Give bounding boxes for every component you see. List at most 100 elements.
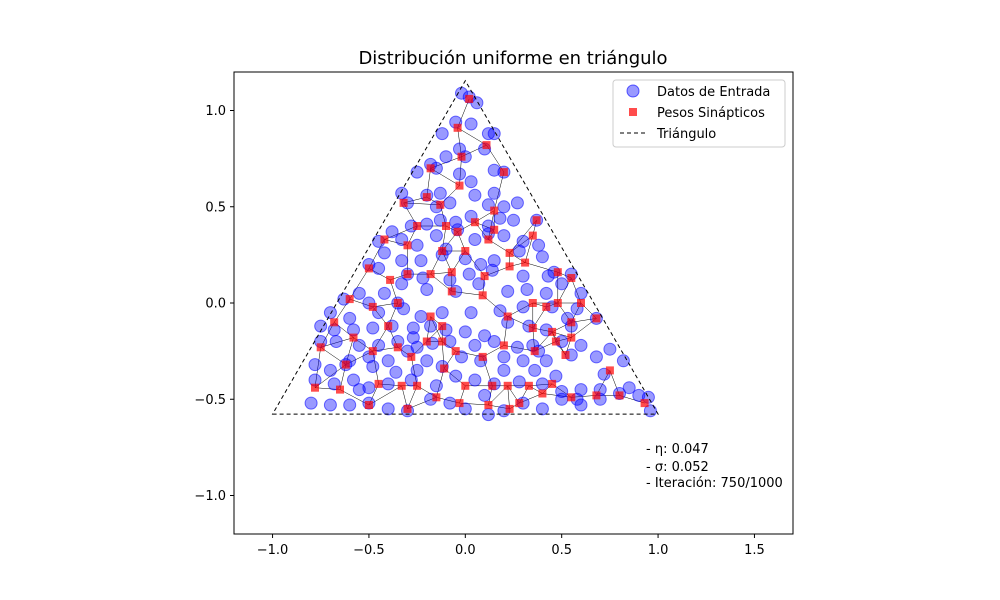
y-tick-label: 0.0 bbox=[205, 297, 226, 312]
data-point bbox=[501, 284, 515, 298]
data-point bbox=[535, 402, 549, 416]
data-point bbox=[352, 286, 366, 300]
parameter-annotations: - η: 0.047 - σ: 0.052 - Iteración: 750/1… bbox=[646, 442, 783, 491]
weight-point bbox=[426, 270, 435, 279]
weight-point bbox=[528, 299, 537, 307]
weight-point bbox=[364, 264, 373, 273]
weight-point bbox=[524, 381, 533, 390]
data-point bbox=[468, 338, 482, 352]
data-point bbox=[435, 127, 449, 141]
weight-point bbox=[436, 200, 445, 209]
mesh-edge bbox=[426, 316, 431, 342]
data-point bbox=[372, 261, 386, 275]
x-tick-label: 0.5 bbox=[551, 543, 572, 558]
annotation-eta: - η: 0.047 bbox=[646, 442, 709, 457]
weight-point bbox=[364, 401, 373, 409]
weight-point bbox=[592, 391, 601, 400]
data-point bbox=[539, 286, 553, 300]
data-point bbox=[347, 373, 360, 387]
data-point bbox=[472, 277, 486, 291]
chart-title: Distribución uniforme en triángulo bbox=[358, 48, 667, 69]
mesh-edge bbox=[320, 322, 335, 348]
weight-point bbox=[499, 341, 508, 350]
data-point bbox=[516, 354, 530, 368]
legend: Datos de Entrada Pesos Sinápticos Triáng… bbox=[612, 79, 786, 148]
weight-point bbox=[399, 198, 408, 207]
data-point bbox=[366, 321, 380, 335]
data-point bbox=[343, 311, 357, 325]
weight-point bbox=[592, 314, 601, 323]
legend-label-triangle: Triángulo bbox=[656, 127, 716, 142]
data-point bbox=[528, 363, 542, 377]
data-point bbox=[406, 321, 420, 335]
mesh-edge bbox=[457, 98, 470, 128]
mesh-edge bbox=[345, 350, 373, 365]
data-point bbox=[323, 398, 337, 412]
data-point bbox=[329, 335, 343, 348]
data-point bbox=[535, 250, 549, 264]
data-point bbox=[589, 350, 603, 364]
weight-point bbox=[551, 337, 560, 346]
weight-point bbox=[374, 379, 383, 388]
data-point bbox=[478, 329, 492, 343]
weight-point bbox=[386, 275, 395, 284]
legend-label-synaptic-weights: Pesos Sinápticos bbox=[657, 106, 765, 121]
data-point bbox=[395, 254, 409, 268]
input-data-series bbox=[304, 86, 657, 422]
data-point bbox=[487, 254, 501, 268]
mesh-edge bbox=[441, 341, 445, 369]
mesh-edge bbox=[372, 351, 379, 384]
weight-point bbox=[442, 222, 450, 230]
data-point bbox=[458, 325, 472, 339]
data-point bbox=[323, 306, 337, 320]
data-point bbox=[485, 263, 499, 277]
weight-point bbox=[488, 381, 497, 390]
weight-point bbox=[561, 351, 570, 359]
weight-point bbox=[567, 333, 576, 342]
data-point bbox=[539, 354, 553, 368]
data-point bbox=[497, 363, 511, 377]
weight-point bbox=[490, 225, 499, 234]
data-point bbox=[632, 388, 646, 402]
weight-point bbox=[336, 385, 344, 394]
data-point bbox=[468, 233, 482, 246]
weight-point bbox=[451, 347, 460, 356]
weight-point bbox=[528, 231, 537, 240]
mesh-edge bbox=[430, 168, 460, 186]
weight-point bbox=[438, 322, 447, 331]
data-point bbox=[435, 306, 449, 320]
weight-point bbox=[422, 193, 431, 202]
weight-point bbox=[567, 393, 576, 402]
mesh-edge bbox=[320, 337, 354, 348]
data-point bbox=[510, 340, 524, 354]
y-tick-label: 1.0 bbox=[205, 104, 226, 119]
weight-point bbox=[553, 268, 562, 277]
x-tick-label: 0.0 bbox=[455, 543, 476, 558]
data-point bbox=[429, 379, 443, 393]
data-point bbox=[516, 234, 530, 248]
data-point bbox=[468, 373, 482, 387]
data-point bbox=[464, 175, 478, 189]
weight-point bbox=[368, 302, 377, 311]
mesh-edge bbox=[339, 364, 347, 390]
data-point bbox=[410, 165, 424, 179]
mesh-edge bbox=[426, 168, 431, 198]
weight-point bbox=[316, 343, 325, 352]
mesh-edge bbox=[457, 127, 487, 146]
data-point bbox=[381, 354, 395, 368]
x-tick-label: 1.5 bbox=[744, 543, 765, 558]
y-tick-label: 0.5 bbox=[205, 200, 226, 215]
data-point bbox=[314, 319, 328, 333]
weight-point bbox=[484, 401, 493, 409]
weight-point bbox=[457, 152, 466, 161]
data-point bbox=[377, 246, 391, 260]
data-point bbox=[493, 211, 507, 225]
data-point bbox=[352, 383, 366, 397]
x-tick-label: 1.0 bbox=[648, 543, 669, 558]
weight-point bbox=[567, 274, 576, 282]
data-point bbox=[410, 340, 424, 354]
data-point bbox=[512, 375, 526, 389]
weight-point bbox=[505, 248, 514, 257]
weight-point bbox=[447, 287, 456, 296]
data-point bbox=[535, 377, 549, 391]
